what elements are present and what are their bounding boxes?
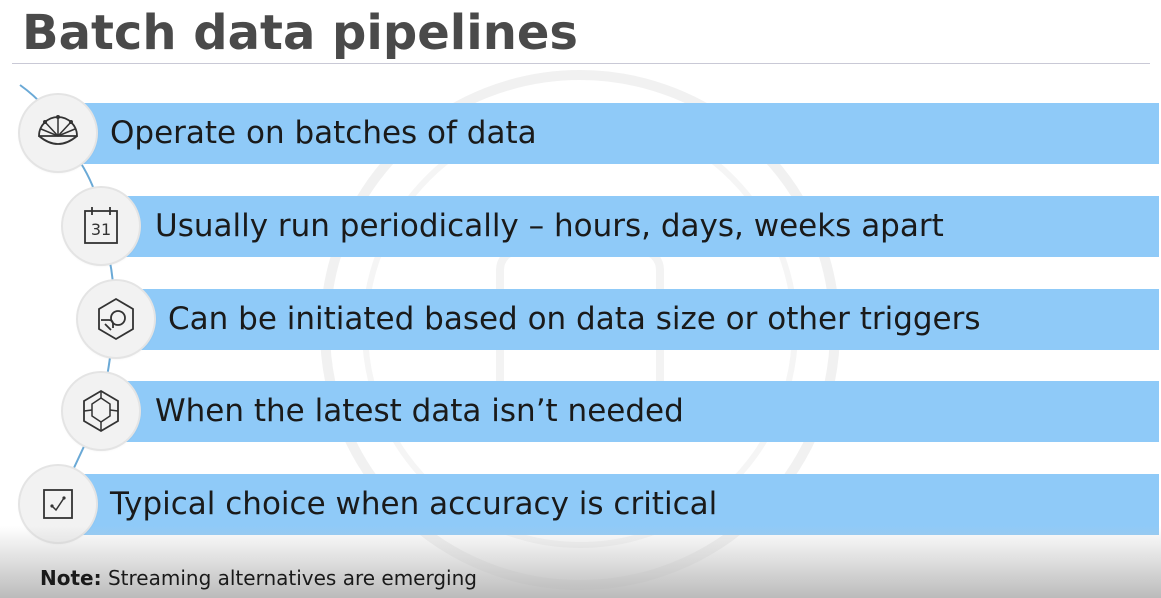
checklist-icon bbox=[43, 489, 73, 519]
item-text-3: Can be initiated based on data size or o… bbox=[168, 301, 981, 337]
item-text-4: When the latest data isn’t needed bbox=[155, 393, 684, 429]
item-bar-2 bbox=[100, 196, 1159, 257]
hexagon-network-icon bbox=[83, 389, 119, 433]
calendar-day-label: 31 bbox=[91, 220, 111, 239]
item-text-2: Usually run periodically – hours, days, … bbox=[155, 208, 944, 244]
item-bubble-2: 31 bbox=[63, 188, 139, 264]
item-bar-3 bbox=[115, 289, 1159, 350]
item-text-5: Typical choice when accuracy is critical bbox=[110, 486, 718, 522]
item-bubble-3 bbox=[78, 281, 154, 357]
gear-hand-icon bbox=[98, 297, 134, 341]
footnote: Note: Streaming alternatives are emergin… bbox=[40, 566, 477, 590]
item-bubble-4 bbox=[63, 373, 139, 449]
item-bar-4 bbox=[100, 381, 1159, 442]
note-label: Note: bbox=[40, 566, 102, 590]
title-divider bbox=[12, 63, 1150, 64]
bottom-fade bbox=[0, 526, 1161, 598]
item-bubble-1 bbox=[20, 95, 96, 171]
item-bar-1 bbox=[55, 103, 1159, 164]
note-text: Streaming alternatives are emerging bbox=[107, 566, 477, 590]
slide-title: Batch data pipelines bbox=[22, 5, 578, 61]
item-text-1: Operate on batches of data bbox=[110, 115, 537, 151]
calendar-icon: 31 bbox=[84, 207, 118, 244]
dashboard-gauge-icon bbox=[38, 115, 78, 145]
item-bar-5 bbox=[55, 474, 1159, 535]
